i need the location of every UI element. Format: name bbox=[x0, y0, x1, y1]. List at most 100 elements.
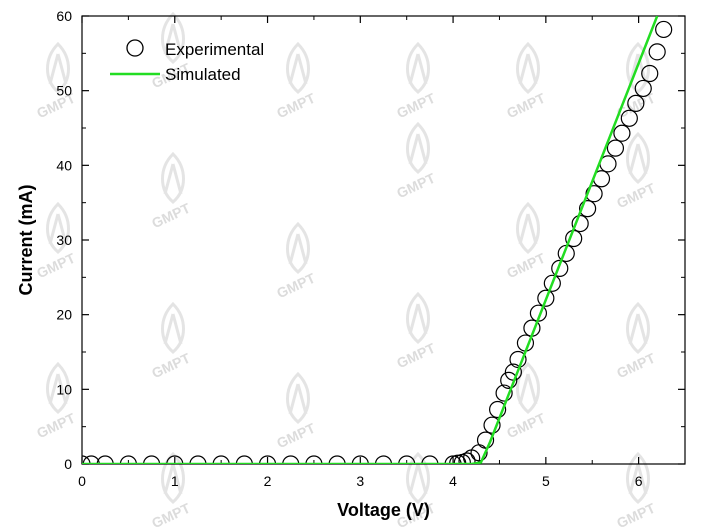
experimental-point bbox=[166, 455, 184, 464]
legend-label-experimental: Experimental bbox=[165, 40, 264, 59]
experimental-point bbox=[458, 452, 476, 464]
watermark-text: GMPT bbox=[504, 249, 548, 281]
experimental-point bbox=[655, 20, 673, 39]
watermark-logo: GMPT bbox=[614, 131, 658, 211]
experimental-point bbox=[627, 94, 645, 112]
watermark-emblem bbox=[286, 371, 310, 424]
watermark-emblem bbox=[626, 131, 650, 184]
legend: Experimental Simulated bbox=[110, 39, 264, 84]
experimental-point bbox=[641, 64, 659, 83]
watermark-emblem bbox=[516, 41, 540, 94]
watermark-text: GMPT bbox=[34, 409, 78, 441]
watermark-text: GMPT bbox=[149, 499, 193, 527]
series-experimental bbox=[82, 20, 673, 464]
watermark-logo: GMPT bbox=[614, 301, 658, 381]
watermark-text: GMPT bbox=[149, 349, 193, 381]
watermark-logo: GMPT bbox=[274, 41, 318, 121]
watermark-text: GMPT bbox=[614, 89, 658, 121]
watermark-logo: GMPT bbox=[394, 291, 438, 371]
watermark-text: GMPT bbox=[394, 89, 438, 121]
experimental-point bbox=[82, 455, 100, 464]
watermark-logo: GMPT bbox=[504, 41, 548, 121]
x-axis-title: Voltage (V) bbox=[337, 500, 430, 520]
y-tick-label: 20 bbox=[56, 307, 72, 323]
y-tick-label: 60 bbox=[56, 8, 72, 24]
watermark-text: GMPT bbox=[504, 89, 548, 121]
experimental-point bbox=[634, 79, 652, 98]
x-tick-label: 3 bbox=[356, 473, 364, 489]
watermark-emblem bbox=[516, 201, 540, 254]
legend-marker-experimental bbox=[126, 39, 144, 57]
watermark-logo: GMPT bbox=[504, 361, 548, 441]
watermark-emblem bbox=[46, 201, 70, 254]
experimental-point bbox=[606, 139, 625, 157]
watermark-logo: GMPT bbox=[274, 221, 318, 301]
experimental-point bbox=[444, 455, 462, 464]
y-tick-label: 30 bbox=[56, 232, 72, 248]
watermark-logo: GMPT bbox=[504, 201, 548, 281]
experimental-point bbox=[351, 455, 369, 464]
experimental-point bbox=[578, 200, 597, 218]
experimental-point bbox=[282, 455, 300, 464]
watermark-text: GMPT bbox=[394, 339, 438, 371]
experimental-point bbox=[142, 455, 161, 464]
watermark-logo: GMPT bbox=[149, 151, 193, 231]
experimental-point bbox=[500, 371, 518, 389]
experimental-point bbox=[476, 431, 495, 449]
watermark-logo: GMPT bbox=[274, 371, 318, 451]
experimental-point bbox=[258, 455, 277, 464]
watermark-text: GMPT bbox=[34, 249, 78, 281]
series-layer bbox=[82, 16, 673, 464]
watermark-text: GMPT bbox=[274, 269, 318, 301]
watermark-emblem bbox=[626, 451, 650, 504]
experimental-point bbox=[235, 455, 253, 464]
experimental-point bbox=[648, 43, 666, 61]
y-axis-title: Current (mA) bbox=[16, 184, 36, 295]
experimental-point bbox=[374, 455, 393, 464]
x-tick-label: 2 bbox=[264, 473, 272, 489]
watermark-emblem bbox=[161, 151, 185, 204]
experimental-point bbox=[495, 384, 513, 402]
legend-label-simulated: Simulated bbox=[165, 65, 241, 84]
y-tick-label: 50 bbox=[56, 83, 72, 99]
watermark-text: GMPT bbox=[614, 499, 658, 527]
watermark-logo: GMPT bbox=[149, 301, 193, 381]
watermark-text: GMPT bbox=[504, 409, 548, 441]
watermark-emblem bbox=[46, 41, 70, 94]
watermark-emblem bbox=[161, 11, 185, 64]
watermark-logo: GMPT bbox=[34, 361, 78, 441]
experimental-point bbox=[189, 455, 207, 464]
watermark-text: GMPT bbox=[614, 349, 658, 381]
y-tick-label: 10 bbox=[56, 381, 72, 397]
watermark-emblem bbox=[161, 451, 185, 504]
experimental-point bbox=[398, 455, 416, 464]
experimental-point bbox=[543, 274, 561, 292]
experimental-point bbox=[421, 455, 439, 464]
experimental-point bbox=[489, 400, 507, 419]
x-tick-label: 1 bbox=[171, 473, 179, 489]
watermark-text: GMPT bbox=[394, 169, 438, 201]
watermark-logo: GMPT bbox=[614, 451, 658, 527]
x-tick-label: 4 bbox=[449, 473, 457, 489]
watermark-emblem bbox=[46, 361, 70, 414]
experimental-point bbox=[620, 109, 638, 127]
watermark-emblem bbox=[161, 301, 185, 354]
watermark-layer: GMPT GMPT GMPT GMPT GMPT GMPT GMPT GMPT GMPT GMPT… bbox=[34, 11, 658, 527]
watermark-emblem bbox=[406, 291, 430, 344]
watermark-text: GMPT bbox=[149, 199, 193, 231]
x-tick-label: 6 bbox=[635, 473, 643, 489]
x-tick-label: 5 bbox=[542, 473, 550, 489]
watermark-text: GMPT bbox=[614, 179, 658, 211]
watermark-text: GMPT bbox=[274, 89, 318, 121]
experimental-point bbox=[212, 455, 230, 464]
experimental-point bbox=[613, 124, 631, 142]
watermark-emblem bbox=[406, 121, 430, 174]
experimental-point bbox=[551, 259, 569, 277]
experimental-point bbox=[328, 455, 346, 464]
watermark-emblem bbox=[626, 301, 650, 354]
y-tick-label: 40 bbox=[56, 157, 72, 173]
y-tick-label: 0 bbox=[64, 456, 72, 472]
watermark-emblem bbox=[406, 41, 430, 94]
